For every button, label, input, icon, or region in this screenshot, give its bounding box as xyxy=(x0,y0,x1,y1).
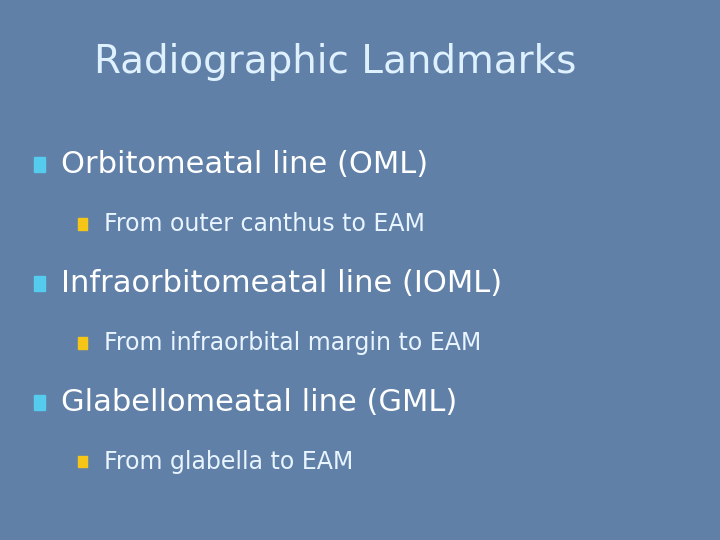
FancyBboxPatch shape xyxy=(78,218,87,230)
FancyBboxPatch shape xyxy=(34,157,45,172)
Text: Infraorbitomeatal line (IOML): Infraorbitomeatal line (IOML) xyxy=(61,269,503,298)
FancyBboxPatch shape xyxy=(78,456,87,467)
Text: From outer canthus to EAM: From outer canthus to EAM xyxy=(104,212,426,236)
Text: Radiographic Landmarks: Radiographic Landmarks xyxy=(94,43,576,81)
Text: Glabellomeatal line (GML): Glabellomeatal line (GML) xyxy=(61,388,457,417)
Text: Orbitomeatal line (OML): Orbitomeatal line (OML) xyxy=(61,150,428,179)
Text: From infraorbital margin to EAM: From infraorbital margin to EAM xyxy=(104,331,482,355)
FancyBboxPatch shape xyxy=(78,337,87,349)
FancyBboxPatch shape xyxy=(34,395,45,410)
Text: From glabella to EAM: From glabella to EAM xyxy=(104,450,354,474)
FancyBboxPatch shape xyxy=(34,276,45,291)
